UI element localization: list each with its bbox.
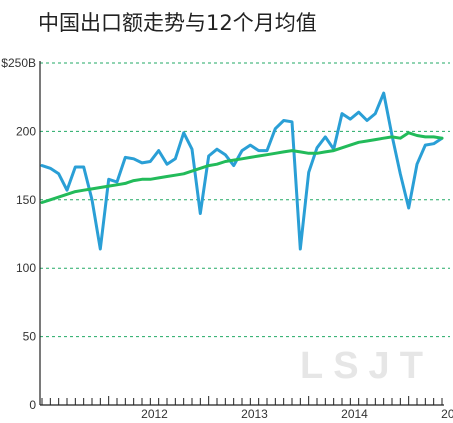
- y-tick-label-100: 100: [16, 261, 36, 275]
- grid-lines: [40, 62, 450, 338]
- series-line-12-month-average: [40, 131, 444, 204]
- y-tick-label-0: 0: [29, 398, 36, 412]
- x-tick-label-2015: 2015: [441, 407, 453, 421]
- y-tick-label-200: 200: [16, 124, 36, 138]
- y-tick-label-150: 150: [16, 193, 36, 207]
- watermark-text: LSJT: [300, 345, 433, 387]
- y-tick-labels: 0 50 100 150 200 $250B: [1, 56, 36, 412]
- x-tick-label-2012: 2012: [141, 407, 168, 421]
- x-tick-label-2014: 2014: [341, 407, 368, 421]
- chart-title: 中国出口额走势与12个月均值: [38, 11, 317, 35]
- x-tick-labels: 2012 2013 2014 2015: [141, 407, 453, 421]
- series-line-exports: [40, 91, 444, 251]
- y-tick-label-50: 50: [23, 330, 37, 344]
- series-lines: [40, 91, 444, 251]
- axes: [39, 61, 444, 406]
- x-tick-label-2013: 2013: [241, 407, 268, 421]
- y-tick-label-250: $250B: [1, 56, 36, 70]
